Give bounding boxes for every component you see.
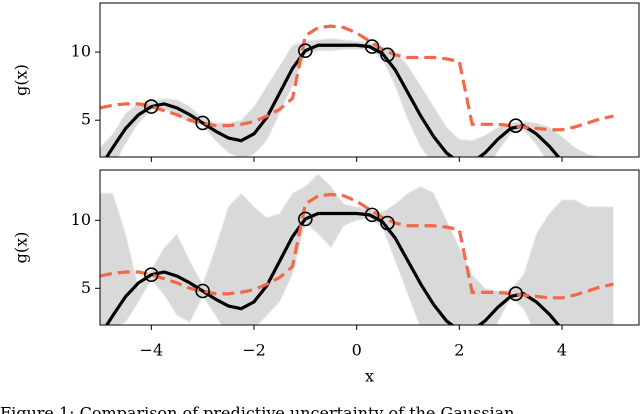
- x-tick-label: 2: [454, 341, 464, 360]
- observation: [508, 286, 524, 302]
- caption: Figure 1: Comparison of predictive uncer…: [0, 404, 514, 414]
- y-tick-label: 5: [81, 278, 91, 297]
- observation: [380, 215, 395, 231]
- axes-frame: [99, 169, 640, 326]
- y-axis-label: g(x): [12, 232, 31, 264]
- plot-area: [100, 24, 614, 157]
- observation: [298, 43, 313, 58]
- uncertainty-band: [100, 37, 614, 157]
- x-axis-label: x: [365, 367, 374, 386]
- y-axis-label: g(x): [12, 64, 31, 96]
- uncertainty-band: [100, 173, 614, 325]
- y-tick-label: 10: [71, 210, 91, 229]
- prediction-line: [100, 24, 614, 132]
- x-tick-label: −4: [140, 341, 164, 360]
- y-tick-label: 5: [81, 110, 91, 129]
- observation: [508, 118, 524, 133]
- observation: [364, 207, 380, 223]
- observation: [298, 211, 313, 227]
- observation: [195, 115, 210, 131]
- y-tick-label: 10: [71, 42, 91, 61]
- observation: [144, 99, 159, 114]
- x-tick-label: 4: [557, 341, 567, 360]
- plot-area: [100, 173, 614, 325]
- x-tick-label: 0: [352, 341, 362, 360]
- prediction-line: [100, 192, 614, 300]
- axes-frame: [99, 2, 640, 158]
- observation: [364, 39, 380, 54]
- observation: [380, 47, 395, 63]
- true-function-line: [104, 43, 561, 157]
- x-tick-label: −2: [242, 341, 266, 360]
- observation: [195, 283, 210, 299]
- observation: [144, 267, 159, 282]
